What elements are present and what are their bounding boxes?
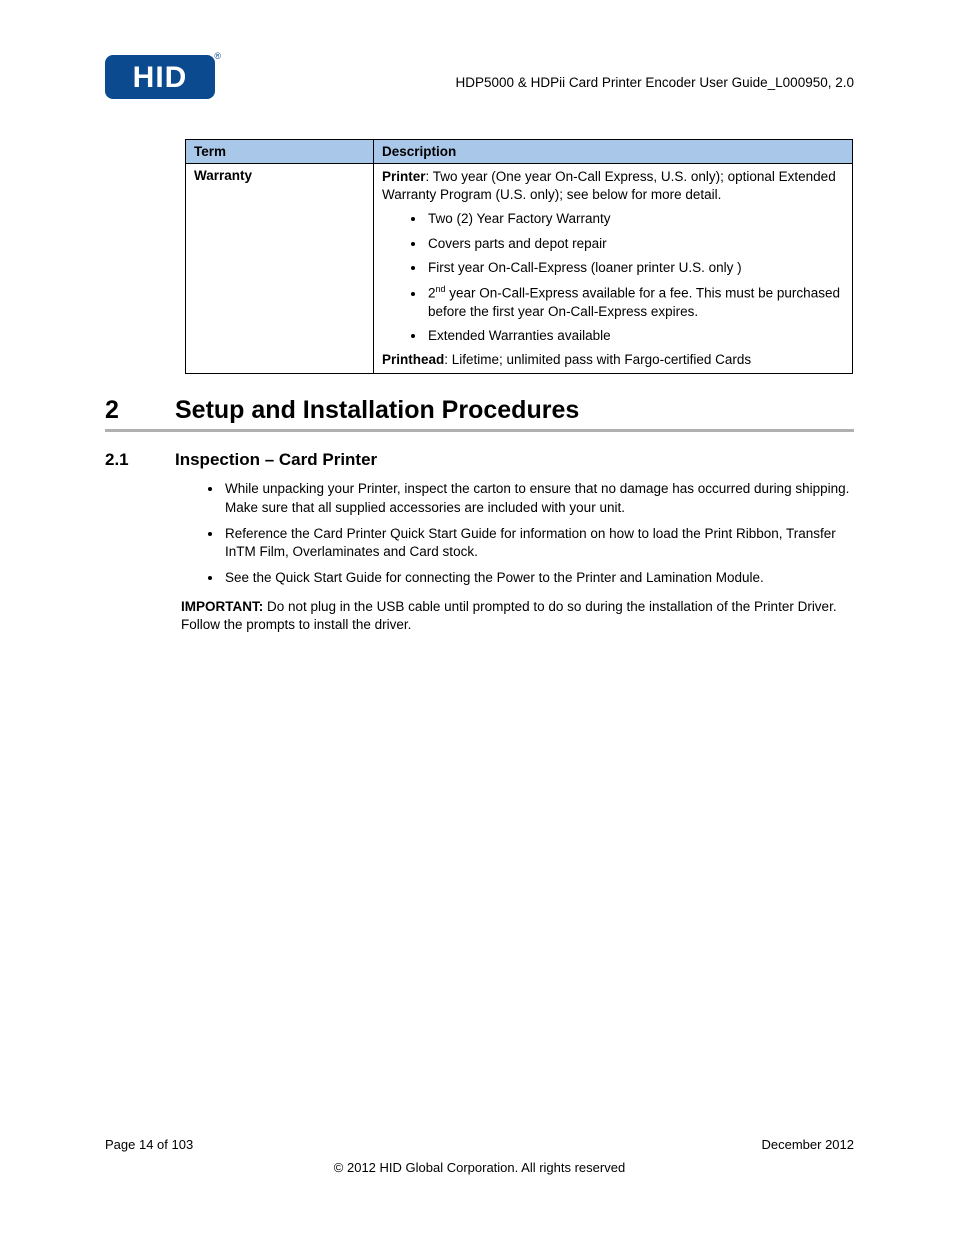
subsection-number: 2.1 bbox=[105, 450, 175, 470]
list-item: Two (2) Year Factory Warranty bbox=[426, 210, 844, 228]
footer-date: December 2012 bbox=[762, 1137, 855, 1152]
important-note: IMPORTANT: Do not plug in the USB cable … bbox=[181, 598, 854, 634]
svg-text:HID: HID bbox=[133, 61, 188, 94]
list-item: Extended Warranties available bbox=[426, 327, 844, 345]
printhead-label: Printhead bbox=[382, 352, 444, 367]
list-item: See the Quick Start Guide for connecting… bbox=[223, 569, 854, 587]
page-number: Page 14 of 103 bbox=[105, 1137, 193, 1152]
page-header: HID ® HDP5000 & HDPii Card Printer Encod… bbox=[105, 55, 854, 99]
table-header-description: Description bbox=[374, 140, 853, 164]
list-item: Covers parts and depot repair bbox=[426, 235, 844, 253]
list-item: 2nd year On-Call-Express available for a… bbox=[426, 283, 844, 321]
table-header-term: Term bbox=[186, 140, 374, 164]
subsection-heading: 2.1Inspection – Card Printer bbox=[105, 450, 854, 470]
section-divider bbox=[105, 429, 854, 432]
list-item: Reference the Card Printer Quick Start G… bbox=[223, 525, 854, 561]
subsection-title: Inspection – Card Printer bbox=[175, 450, 377, 469]
important-text: Do not plug in the USB cable until promp… bbox=[181, 599, 837, 632]
hid-logo: HID ® bbox=[105, 55, 215, 99]
document-title: HDP5000 & HDPii Card Printer Encoder Use… bbox=[456, 75, 854, 90]
page-footer: Page 14 of 103 December 2012 © 2012 HID … bbox=[105, 1137, 854, 1175]
description-cell: Printer: Two year (One year On-Call Expr… bbox=[374, 164, 853, 374]
printhead-desc: : Lifetime; unlimited pass with Fargo-ce… bbox=[444, 352, 751, 367]
warranty-table: Term Description Warranty Printer: Two y… bbox=[185, 139, 853, 374]
table-row: Warranty Printer: Two year (One year On-… bbox=[186, 164, 853, 374]
section-title: Setup and Installation Procedures bbox=[175, 396, 579, 424]
copyright: © 2012 HID Global Corporation. All right… bbox=[105, 1160, 854, 1175]
section-heading: 2Setup and Installation Procedures bbox=[105, 396, 854, 425]
term-cell: Warranty bbox=[186, 164, 374, 374]
printer-desc: : Two year (One year On-Call Express, U.… bbox=[382, 169, 836, 202]
registered-mark: ® bbox=[214, 51, 221, 61]
section-number: 2 bbox=[105, 396, 175, 425]
subsection-list: While unpacking your Printer, inspect th… bbox=[223, 480, 854, 587]
list-item: While unpacking your Printer, inspect th… bbox=[223, 480, 854, 516]
list-item: First year On-Call-Express (loaner print… bbox=[426, 259, 844, 277]
important-label: IMPORTANT: bbox=[181, 599, 263, 614]
printer-label: Printer bbox=[382, 169, 426, 184]
